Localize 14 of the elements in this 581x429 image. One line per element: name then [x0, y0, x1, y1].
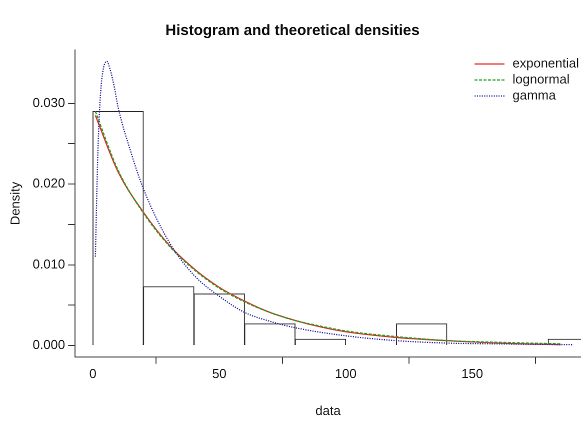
legend-label: lognormal [512, 72, 570, 87]
y-tick-label: 0.000 [32, 337, 66, 352]
y-tick-label: 0.030 [32, 94, 66, 110]
x-tick-label: 0 [89, 366, 96, 382]
legend-label: exponential [512, 56, 580, 71]
y-tick-label: 0.020 [32, 176, 66, 191]
x-axis-title: data [315, 402, 342, 418]
x-tick-label: 100 [334, 366, 357, 382]
y-tick-label: 0.010 [32, 256, 66, 272]
y-axis-title: Density [7, 181, 22, 226]
legend-label: gamma [512, 88, 557, 103]
chart-title: Histogram and theoretical densities [165, 22, 420, 40]
x-tick-label: 150 [461, 366, 484, 382]
x-tick-label: 50 [212, 366, 227, 382]
